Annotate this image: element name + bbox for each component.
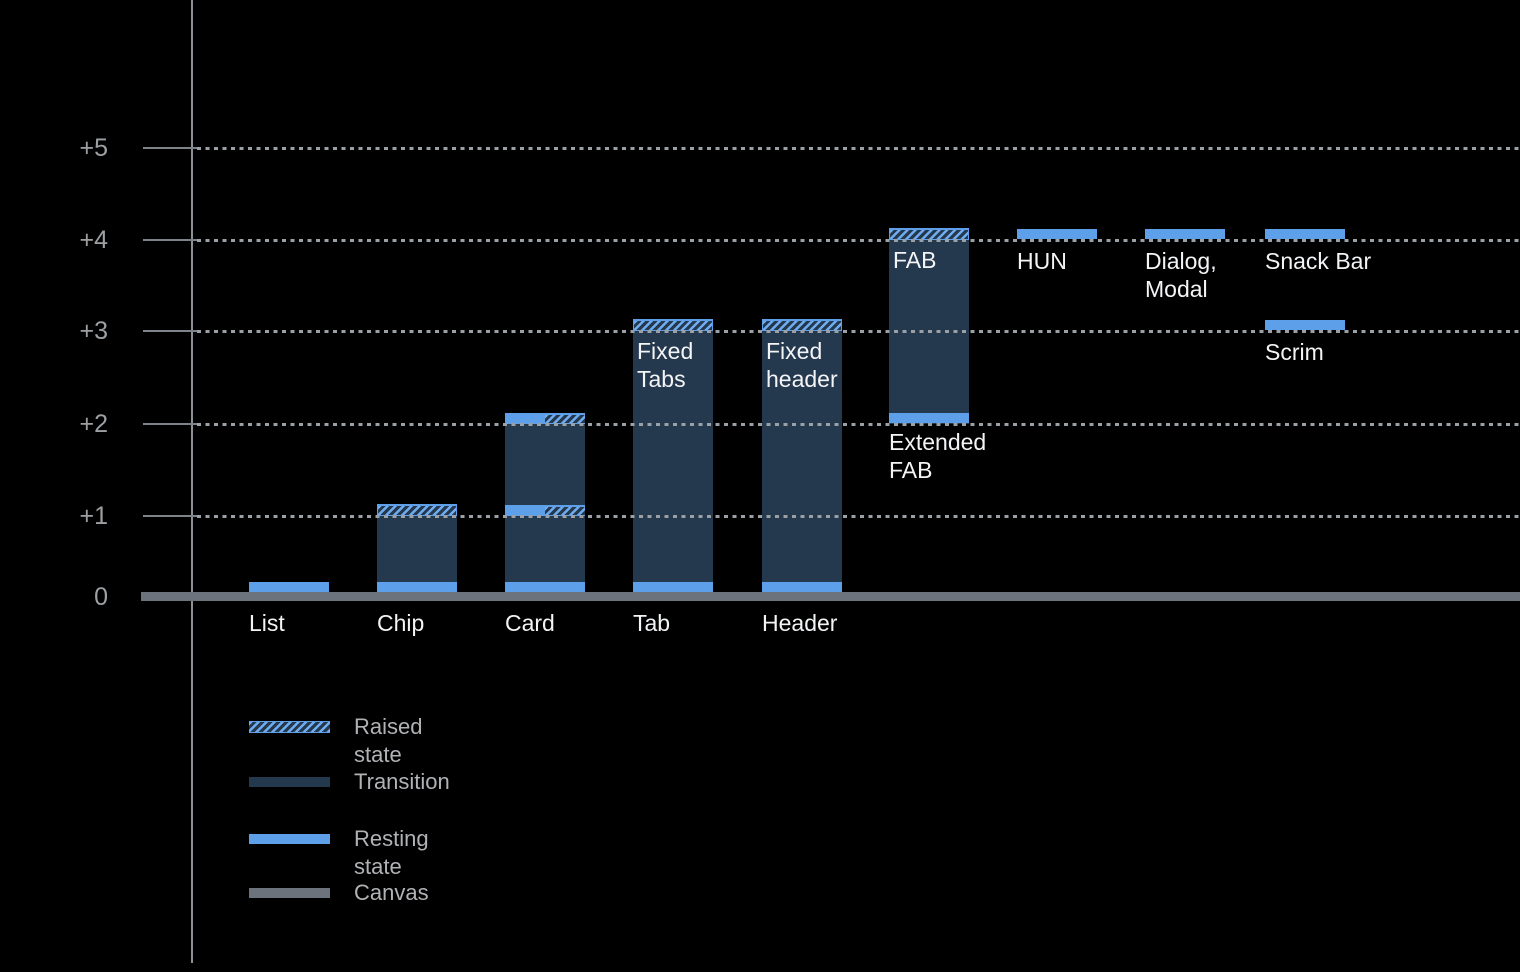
legend-label-resting: Resting state	[354, 826, 429, 879]
bar-dialog-modal-resting	[1145, 229, 1225, 239]
y-tick-plus4	[143, 239, 197, 241]
bar-tab-transition	[633, 331, 713, 592]
bar-card-resting	[505, 582, 585, 592]
bar-label-snack-bar: Snack Bar	[1265, 248, 1372, 274]
grid-line-plus3	[197, 330, 1520, 333]
y-axis-line	[191, 0, 193, 963]
y-axis-label-plus4: +4	[79, 226, 108, 254]
y-axis-label-plus1: +1	[79, 502, 108, 530]
bar-annotation-header: Fixed header	[766, 338, 838, 392]
grid-line-plus2	[197, 423, 1520, 426]
bar-chip-transition	[377, 516, 457, 592]
bar-label-tab: Tab	[633, 610, 671, 636]
y-tick-plus2	[143, 423, 197, 425]
bar-chip-resting	[377, 582, 457, 592]
grid-line-plus1	[197, 515, 1520, 518]
bar-label-card: Card	[505, 610, 555, 636]
y-axis-label-0: 0	[94, 583, 108, 611]
resting-half	[505, 413, 545, 424]
legend-swatch-raised	[249, 721, 330, 733]
bar-annotation-extended-fab: FAB	[893, 247, 937, 273]
grid-line-plus4	[197, 239, 1520, 242]
bar-tab-resting	[633, 582, 713, 592]
legend-swatch-canvas	[249, 888, 330, 898]
bar-label-hun: HUN	[1017, 248, 1067, 274]
bar-header-resting	[762, 582, 842, 592]
bar-label-list: List	[249, 610, 285, 636]
bar-header-transition	[762, 331, 842, 592]
y-axis-label-plus5: +5	[79, 134, 108, 162]
bar-scrim-resting	[1265, 320, 1345, 330]
legend-swatch-resting	[249, 834, 330, 844]
bar-label-extended-fab: Extended FAB	[889, 429, 987, 483]
bar-snack-bar-resting	[1265, 229, 1345, 239]
legend-swatch-transition	[249, 777, 330, 787]
resting-half	[505, 505, 545, 516]
y-tick-plus5	[143, 147, 197, 149]
canvas-baseline	[141, 592, 1520, 601]
bar-list-resting	[249, 582, 329, 592]
bar-hun-resting	[1017, 229, 1097, 239]
bar-label-scrim: Scrim	[1265, 339, 1324, 365]
legend-label-transition: Transition	[354, 769, 450, 794]
y-axis-label-plus3: +3	[79, 317, 108, 345]
bar-annotation-tab: Fixed Tabs	[637, 338, 694, 392]
y-axis-label-plus2: +2	[79, 410, 108, 438]
bar-label-chip: Chip	[377, 610, 425, 636]
y-tick-plus1	[143, 515, 197, 517]
bar-extended-fab-resting	[889, 413, 969, 423]
legend-label-raised: Raised state	[354, 714, 423, 767]
y-tick-plus3	[143, 330, 197, 332]
bar-label-header: Header	[762, 610, 838, 636]
legend-label-canvas: Canvas	[354, 880, 429, 905]
grid-line-plus5	[197, 147, 1520, 150]
bar-label-dialog-modal: Dialog, Modal	[1145, 248, 1217, 302]
